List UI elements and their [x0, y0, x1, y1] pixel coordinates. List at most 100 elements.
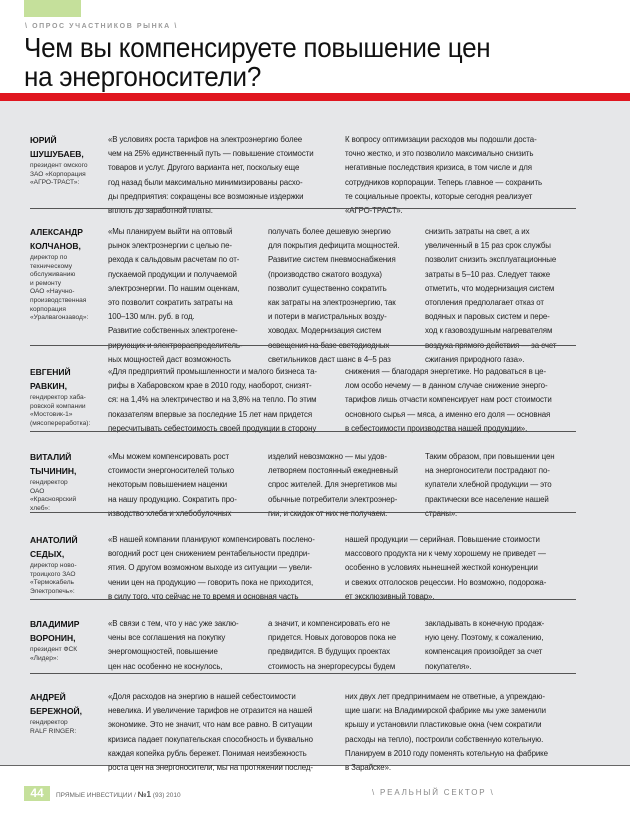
quote-line: К вопросу оптимизации расходов мы подошл…	[345, 135, 537, 144]
quote-line: лом особо нечему — в данном случае сниже…	[345, 381, 548, 391]
quote-line: чении цен на продукцию — говорить пока н…	[108, 577, 314, 587]
quote-line: как затраты на электроэнергию, так	[268, 298, 396, 308]
quote-line: покупателя».	[425, 661, 472, 671]
quote-line: страны».	[425, 508, 458, 518]
quote-line: энергомощностей, повышение	[108, 647, 218, 657]
quote-line: купатели хлебной продукции — это	[425, 480, 552, 490]
quote-line: нашей продукции — серийная. Повышение ст…	[345, 535, 540, 544]
respondent-name: АЛЕКСАНДР	[30, 227, 83, 237]
quote-line: на нашу продукцию. Сократить про-	[108, 494, 237, 504]
role-line: «АГРО-ТРАСТ»:	[30, 179, 80, 187]
quote-column: закладывать в конечную продаж-ную цену. …	[425, 617, 544, 674]
quote-line: сжигания природного газа».	[425, 354, 525, 364]
respondent-role: президент омского ЗАО «Корпорация «АГРО-ТР…	[30, 162, 106, 188]
quote-line: отметить, что модернизация систем	[425, 283, 555, 293]
quote-line: ную цену. Поэтому, к сожалению,	[425, 633, 544, 643]
role-line: президент ФСК	[30, 646, 78, 653]
quote-line: на энергоносители пострадают по-	[425, 466, 550, 476]
quote-line: ных мощностей даст возможность	[108, 354, 231, 364]
red-divider-bar	[0, 93, 630, 101]
role-line: производственная	[30, 296, 87, 304]
section-divider	[30, 208, 576, 209]
quote-line: светильников даст шанс в 4–5 раз	[268, 354, 391, 364]
respondent: ЮРИЙ ШУШУБАЕВ, президент омского ЗАО «Корпо…	[30, 133, 106, 188]
issue-details: (93) 2010	[152, 792, 181, 799]
issue-number: №1	[137, 790, 151, 799]
role-line: ЗАО «Корпорация	[30, 170, 86, 178]
respondent-role: гендиректор ОАО «Красноярский хлеб»:	[30, 479, 106, 513]
respondent: ВЛАДИМИР ВОРОНИН, президент ФСК «Лидер»:	[30, 617, 106, 663]
respondent: АЛЕКСАНДР КОЛЧАНОВ, директор по техническом…	[30, 225, 106, 323]
quote-line: «В условиях роста тарифов на электроэнер…	[108, 135, 303, 144]
role-line: обслуживанию	[30, 271, 76, 279]
quote-line: отопления предполагает отказ от	[425, 298, 544, 308]
role-line: «Лидер»:	[30, 654, 59, 662]
title-line: на энергоносители?	[24, 61, 262, 92]
role-line: директор по	[30, 254, 68, 261]
quote-line: изводство хлеба и хлебобулочных	[108, 508, 232, 518]
page-title: Чем вы компенсируете повышение цен на эн…	[24, 32, 491, 92]
respondent-name: СЕДЫХ,	[30, 549, 65, 559]
quote-line: в Зарайске».	[345, 763, 391, 773]
quote-line: 100–130 млн. руб. в год.	[108, 312, 195, 322]
role-line: (мясопереработка):	[30, 419, 91, 427]
magazine-issue: ПРЯМЫЕ ИНВЕСТИЦИИ / №1 (93) 2010	[56, 790, 181, 799]
quote-column: «В связи с тем, что у нас уже заклю-чены…	[108, 617, 239, 674]
role-line: ровской компании	[30, 402, 86, 410]
role-line: корпорация	[30, 305, 66, 313]
respondent-role: гендиректор RALF RINGER:	[30, 719, 106, 736]
quote-column: них двух лет предпринимаем не ответные, …	[345, 690, 548, 775]
role-line: «Уралвагонзавод»:	[30, 314, 89, 322]
quote-line: изделий невозможно — мы удов-	[268, 452, 387, 461]
quote-column: нашей продукции — серийная. Повышение ст…	[345, 533, 546, 604]
quote-line: точно жестко, и это позволило максимальн…	[345, 149, 534, 159]
quote-line: «Мы можем компенсировать рост	[108, 452, 230, 461]
quote-line: в себестоимости производства нашей проду…	[345, 423, 528, 433]
footer-section-name: \ РЕАЛЬНЫЙ СЕКТОР \	[372, 788, 495, 797]
quote-line: ятия. О другом возможном выходе из ситуа…	[108, 563, 313, 573]
role-line: «Термокабель	[30, 579, 74, 587]
quote-line: электроэнергии. По нашим оценкам,	[108, 283, 240, 293]
quote-line: ховодах. Модернизация систем	[268, 326, 382, 336]
role-line: ОАО «Научно-	[30, 288, 75, 296]
section-divider	[30, 599, 576, 600]
role-line: Электропечь»:	[30, 587, 75, 595]
quote-line: «Для предприятий промышленности и малого…	[108, 367, 317, 376]
quote-line: для покрытия дефицита мощностей.	[268, 241, 400, 251]
quote-line: это позволит сократить затраты на	[108, 298, 233, 308]
quote-line: и потери в магистральных возду-	[268, 312, 387, 322]
green-accent-block	[24, 0, 81, 17]
quote-line: щие шаги: на Владимирской фабрике мы уже…	[345, 706, 546, 716]
page-number: 44	[24, 786, 50, 801]
quote-line: стоимости энергоносителей только	[108, 466, 235, 476]
quote-line: Таким образом, при повышении цен	[425, 452, 555, 461]
respondent-role: президент ФСК «Лидер»:	[30, 646, 106, 663]
quote-line: них двух лет предпринимаем не ответные, …	[345, 692, 545, 701]
respondent: АНДРЕЙ БЕРЕЖНОЙ, гендиректор RALF RINGER:	[30, 690, 106, 736]
role-line: RALF RINGER:	[30, 727, 77, 735]
quote-line: ся: на 1,4% на электричество и на 3,8% н…	[108, 395, 317, 405]
title-line: Чем вы компенсируете повышение цен	[24, 32, 491, 63]
quote-column: «Для предприятий промышленности и малого…	[108, 365, 317, 436]
quote-line: некоторым повышением наценки	[108, 480, 228, 490]
quote-line: гии, и скидок от них не получаем.	[268, 508, 388, 518]
quote-line: «Мы планируем выйти на оптовый	[108, 227, 233, 236]
respondent: ЕВГЕНИЙ РАВКИН, гендиректор хаба-ровской к…	[30, 365, 106, 428]
quote-column: изделий невозможно — мы удов-летворяем п…	[268, 450, 398, 521]
respondent-role: гендиректор хаба-ровской компании «Мостов…	[30, 394, 106, 428]
quote-line: рехода к сальдовым расчетам по от-	[108, 255, 240, 265]
quote-line: негативные последствия кризиса, в том чи…	[345, 163, 532, 173]
quote-line: спрос жителей. Для энергетиков мы	[268, 480, 397, 490]
quote-line: компенсация произойдет за счет	[425, 647, 543, 657]
quote-line: снизить затраты на свет, а их	[425, 227, 530, 236]
quote-line: сотрудников корпорации. Теперь главное —…	[345, 177, 542, 187]
role-line: «Красноярский	[30, 496, 77, 504]
magazine-name: ПРЯМЫЕ ИНВЕСТИЦИИ /	[56, 792, 136, 799]
section-divider	[30, 431, 576, 432]
section-divider	[30, 345, 576, 346]
quote-column: «В нашей компании планируют компенсирова…	[108, 533, 315, 604]
quote-column: К вопросу оптимизации расходов мы подошл…	[345, 133, 542, 218]
quote-line: каждая копейка рубль бережет. Понимая не…	[108, 748, 307, 758]
respondent-name: РАВКИН,	[30, 381, 67, 391]
respondent-role: директор по техническому обслуживанию и рем…	[30, 254, 106, 323]
